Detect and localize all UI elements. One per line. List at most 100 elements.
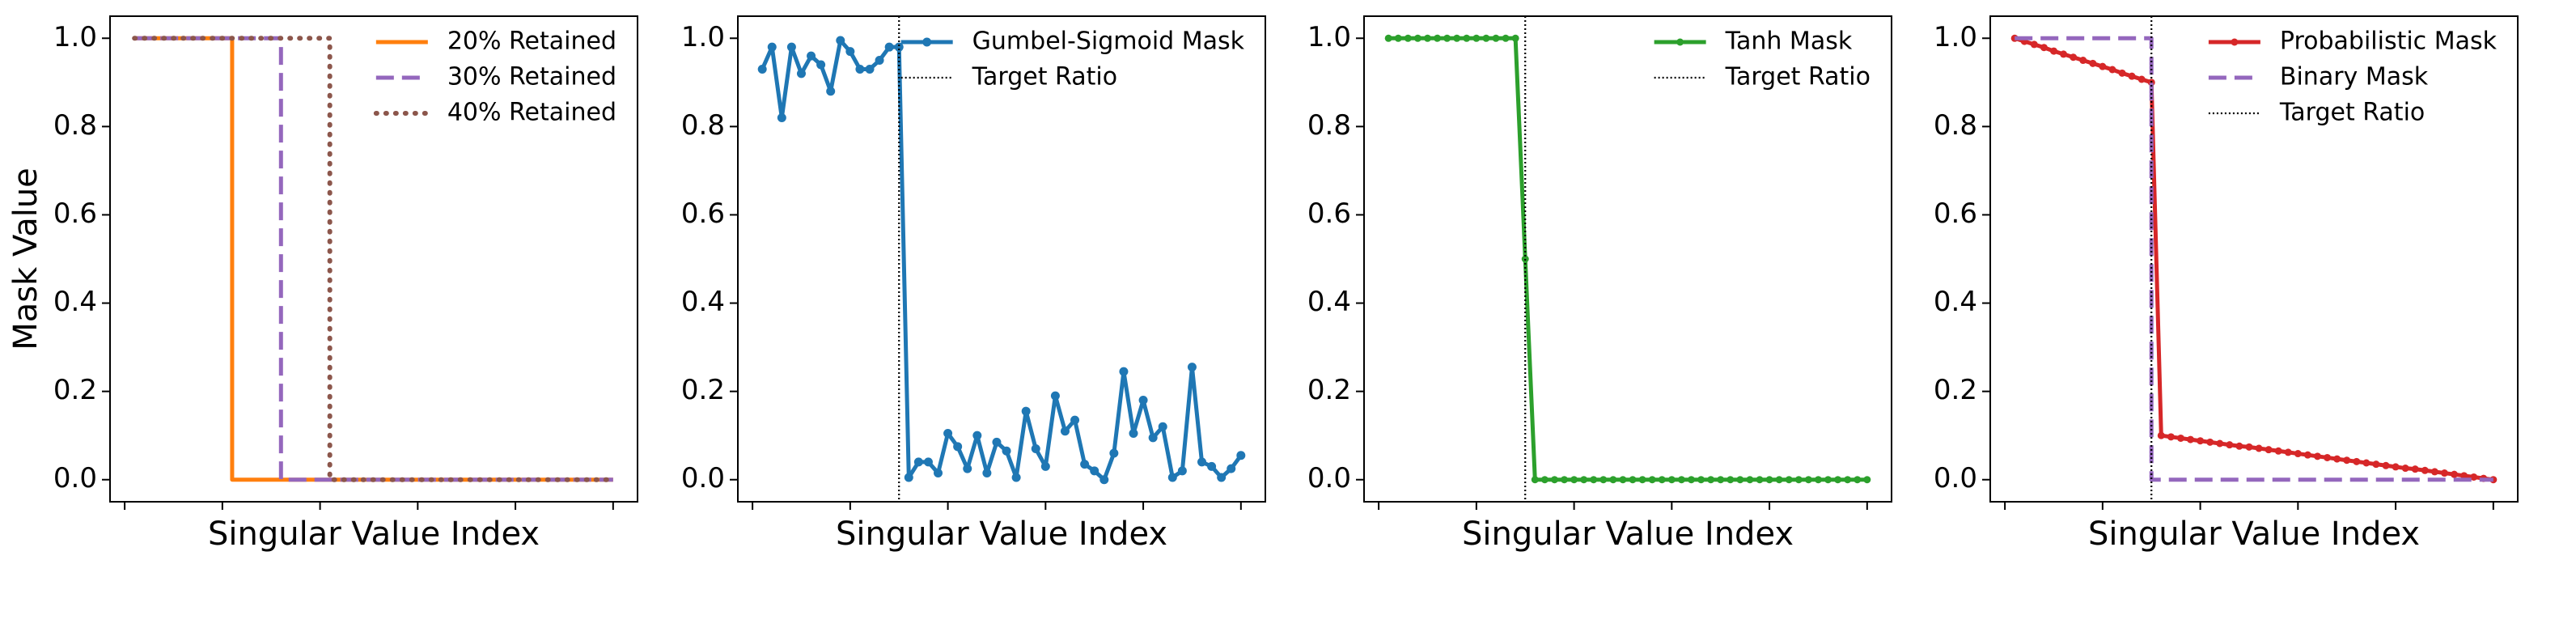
legend-label: 20% Retained [447, 28, 616, 56]
marker [1590, 476, 1598, 484]
legend-label: 30% Retained [447, 63, 616, 91]
series-line [134, 36, 613, 482]
y-tick-label: 0.2 [1307, 374, 1351, 406]
legend-label: Probabilistic Mask [2280, 28, 2498, 56]
marker [1814, 476, 1822, 484]
marker [767, 42, 777, 52]
y-tick-label: 1.0 [681, 21, 725, 53]
axes-frame [1989, 15, 2519, 503]
marker [1727, 476, 1735, 484]
x-axis-label: Singular Value Index [208, 516, 540, 553]
axes-frame [109, 15, 638, 503]
marker [1413, 34, 1421, 42]
x-axis-label: Singular Value Index [2088, 516, 2420, 553]
marker [2108, 66, 2116, 74]
marker [2430, 468, 2438, 476]
marker [2382, 461, 2390, 469]
legend-label: Gumbel-Sigmoid Mask [972, 28, 1245, 56]
marker [1236, 451, 1246, 460]
x-axis-label: Singular Value Index [1462, 516, 1794, 553]
marker [796, 69, 806, 78]
y-tick-label: 0.8 [1934, 109, 1977, 142]
marker [1511, 34, 1519, 42]
marker [1746, 476, 1754, 484]
marker [2362, 459, 2371, 467]
marker [1423, 34, 1431, 42]
marker [972, 431, 982, 440]
y-tick-label: 0.0 [1307, 462, 1351, 494]
marker [2030, 40, 2038, 49]
y-axis-label: Mask Value [7, 168, 44, 350]
marker [1187, 363, 1197, 372]
marker [865, 64, 875, 74]
marker [2440, 469, 2448, 477]
marker [1394, 34, 1402, 42]
marker [943, 428, 953, 438]
marker [2049, 47, 2057, 55]
y-tick-label: 0.4 [53, 286, 97, 318]
marker [1677, 476, 1685, 484]
marker [904, 473, 913, 482]
marker [1785, 476, 1793, 484]
marker [2303, 451, 2311, 459]
legend-label: 40% Retained [447, 99, 616, 127]
marker [1060, 426, 1070, 436]
legend-label: Tanh Mask [1725, 28, 1853, 56]
plot-area [1384, 16, 1871, 502]
marker [2274, 447, 2282, 455]
marker [1070, 415, 1080, 425]
marker [2079, 57, 2087, 65]
marker [1599, 476, 1608, 484]
marker [2089, 59, 2097, 67]
legend-marker [1676, 38, 1684, 46]
y-tick-label: 0.0 [1934, 462, 1977, 494]
marker [1040, 461, 1050, 471]
marker [2187, 435, 2195, 443]
marker [2128, 72, 2136, 80]
marker [1197, 457, 1207, 467]
marker [1167, 473, 1177, 482]
plot-area [757, 16, 1246, 502]
marker [2470, 473, 2478, 481]
y-tick-label: 0.2 [53, 374, 97, 406]
marker [1648, 476, 1656, 484]
marker [2324, 453, 2332, 461]
marker [2460, 472, 2468, 480]
marker [855, 64, 865, 74]
marker [1667, 476, 1676, 484]
marker [1148, 433, 1158, 443]
axes-frame [737, 15, 1266, 503]
series-line [760, 38, 1243, 482]
series-line [2015, 36, 2493, 482]
marker [2118, 69, 2126, 77]
marker [777, 112, 786, 122]
legend-label: Binary Mask [2280, 63, 2429, 91]
marker [1217, 473, 1227, 482]
marker [2216, 439, 2224, 448]
marker [1550, 476, 1558, 484]
marker [1561, 476, 1569, 484]
marker [1453, 34, 1461, 42]
axes-frame [1363, 15, 1892, 503]
marker [786, 42, 796, 52]
y-tick-label: 1.0 [1934, 21, 1977, 53]
y-tick-label: 0.4 [681, 286, 725, 318]
marker [1002, 446, 1011, 456]
marker [1109, 448, 1119, 458]
marker [1736, 476, 1744, 484]
marker [1472, 34, 1481, 42]
marker [2040, 44, 2048, 52]
y-tick-label: 0.8 [681, 109, 725, 142]
marker [1570, 476, 1578, 484]
y-tick-label: 1.0 [1307, 21, 1351, 53]
marker [875, 56, 884, 66]
y-tick-label: 0.4 [1307, 286, 1351, 318]
marker [1482, 34, 1490, 42]
marker [2284, 448, 2292, 456]
marker [2235, 442, 2243, 450]
marker [2411, 465, 2419, 473]
marker [1580, 476, 1588, 484]
marker [953, 442, 963, 452]
marker [1090, 466, 1099, 476]
